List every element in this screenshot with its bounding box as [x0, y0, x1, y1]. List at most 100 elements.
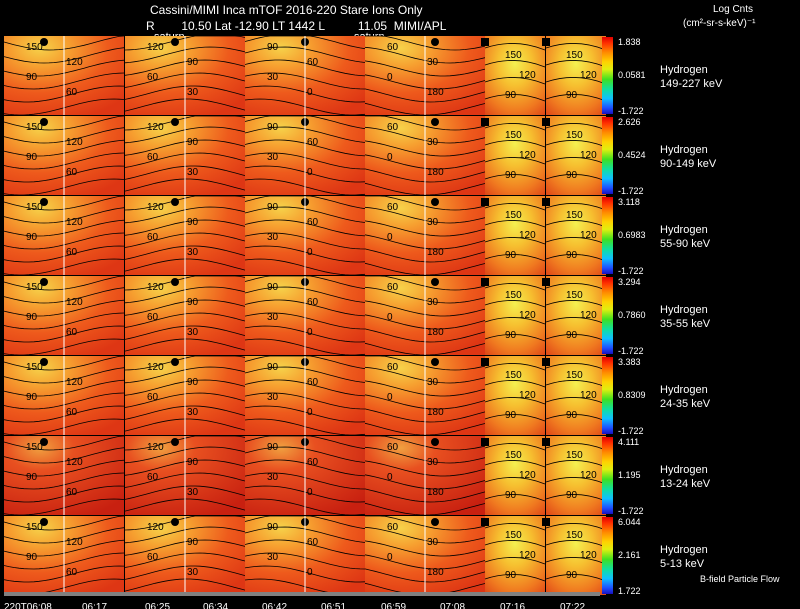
- contour-label: 150: [505, 370, 522, 381]
- contour-label: 120: [66, 457, 83, 468]
- contour-label: 0: [387, 312, 393, 323]
- contour-label: 30: [187, 407, 199, 418]
- map-panel: 60 30 0 180: [364, 195, 486, 276]
- contour-line: [545, 157, 607, 165]
- contour-label: 30: [427, 457, 439, 468]
- contour-label: 90: [26, 472, 38, 483]
- contour-label: 90: [267, 362, 279, 373]
- contour-label: 90: [566, 570, 578, 581]
- contour-label: 150: [26, 362, 43, 373]
- contour-label: 60: [387, 282, 399, 293]
- contour-label: 120: [66, 537, 83, 548]
- species-label: Hydrogen: [660, 224, 708, 236]
- contour-label: 90: [505, 170, 517, 181]
- contour-label: 0: [307, 327, 313, 338]
- colorbar-gradient: [602, 197, 613, 274]
- heatmap-row: 1501209060120906030906030060300180150120…: [3, 195, 711, 276]
- planet-marker: [542, 438, 550, 446]
- contour-label: 90: [26, 392, 38, 403]
- contour-label: 90: [566, 170, 578, 181]
- contour-label: 180: [427, 327, 444, 338]
- contour-label: 90: [187, 217, 199, 228]
- map-panel: 60 30 0 180: [364, 35, 486, 116]
- contour-line: [484, 140, 546, 148]
- time-tick-label: 07:08: [440, 602, 465, 609]
- planet-marker: [542, 38, 550, 46]
- colorbar-min: 1.722: [618, 586, 641, 596]
- contour-label: 180: [427, 167, 444, 178]
- contour-label: 120: [580, 230, 597, 241]
- contour-line: [545, 317, 607, 325]
- small-panel-field: [485, 516, 545, 595]
- colorbar-min: -1.722: [618, 426, 644, 436]
- small-panel-field: [546, 356, 606, 435]
- planet-marker: [40, 518, 48, 526]
- contour-line: [484, 174, 546, 182]
- contour-label: 30: [267, 312, 279, 323]
- contour-label: 150: [566, 450, 583, 461]
- contour-label: 0: [307, 247, 313, 258]
- contour-line: [545, 60, 607, 68]
- colorbar: 3.118 0.6983 -1.722: [602, 197, 646, 276]
- colorbar-min: -1.722: [618, 106, 644, 116]
- planet-marker: [481, 278, 489, 286]
- contour-label: 30: [267, 472, 279, 483]
- map-panel: 150 120 90 60: [3, 35, 125, 116]
- contour-label: 30: [187, 327, 199, 338]
- contour-line: [484, 460, 546, 468]
- contour-label: 30: [267, 552, 279, 563]
- contour-label: 90: [187, 57, 199, 68]
- map-panel: 150 120 90 60: [3, 115, 125, 196]
- contour-line: [484, 557, 546, 565]
- contour-label: 150: [566, 210, 583, 221]
- contour-line: [484, 414, 546, 422]
- planet-marker: [40, 438, 48, 446]
- planet-marker: [171, 198, 179, 206]
- contour-label: 30: [427, 217, 439, 228]
- map-panel: 150 120 90 60: [3, 435, 125, 516]
- planet-marker: [431, 278, 439, 286]
- contour-line: [484, 300, 546, 308]
- contour-line: [545, 254, 607, 262]
- contour-line: [545, 574, 607, 582]
- planet-marker: [40, 358, 48, 366]
- heatmap-row: 1501209060120906030906030060300180150120…: [3, 275, 711, 356]
- contour-label: 120: [147, 122, 164, 133]
- time-tick-label: 220T06:08: [4, 602, 52, 609]
- contour-label: 90: [187, 137, 199, 148]
- colorbar-max: 6.044: [618, 517, 641, 527]
- contour-line: [545, 380, 607, 388]
- contour-label: 90: [505, 330, 517, 341]
- contour-label: 150: [26, 282, 43, 293]
- colorbar-title-line1: Log Cnts: [713, 4, 753, 15]
- colorbar-title-line2: (cm²-sr-s-keV)⁻¹: [683, 18, 756, 29]
- contour-line: [545, 334, 607, 342]
- heatmap-row: 1501209060120906030906030060300180150120…: [3, 515, 708, 596]
- contour-label: 120: [519, 390, 536, 401]
- contour-label: 90: [566, 330, 578, 341]
- contour-line: [484, 237, 546, 245]
- map-panel: 90 60 30 0: [244, 275, 366, 356]
- contour-label: 30: [267, 392, 279, 403]
- contour-label: 60: [66, 487, 78, 498]
- contour-line: [484, 43, 546, 51]
- contour-line: [484, 397, 546, 405]
- contour-label: 30: [267, 232, 279, 243]
- colorbar: 1.838 0.0581 -1.722: [602, 37, 646, 116]
- colorbar-mid: 0.6983: [618, 230, 646, 240]
- colorbar: 4.111 1.195 -1.722: [602, 437, 644, 516]
- contour-label: 0: [387, 72, 393, 83]
- contour-label: 30: [187, 247, 199, 258]
- contour-line: [545, 363, 607, 371]
- small-panel-field: [546, 196, 606, 275]
- contour-label: 30: [187, 87, 199, 98]
- map-panel: 60 30 0 180: [364, 515, 486, 596]
- contour-label: 90: [26, 312, 38, 323]
- contour-label: 120: [66, 297, 83, 308]
- contour-label: 120: [147, 362, 164, 373]
- colorbar-mid: 0.7860: [618, 310, 646, 320]
- contour-label: 120: [66, 377, 83, 388]
